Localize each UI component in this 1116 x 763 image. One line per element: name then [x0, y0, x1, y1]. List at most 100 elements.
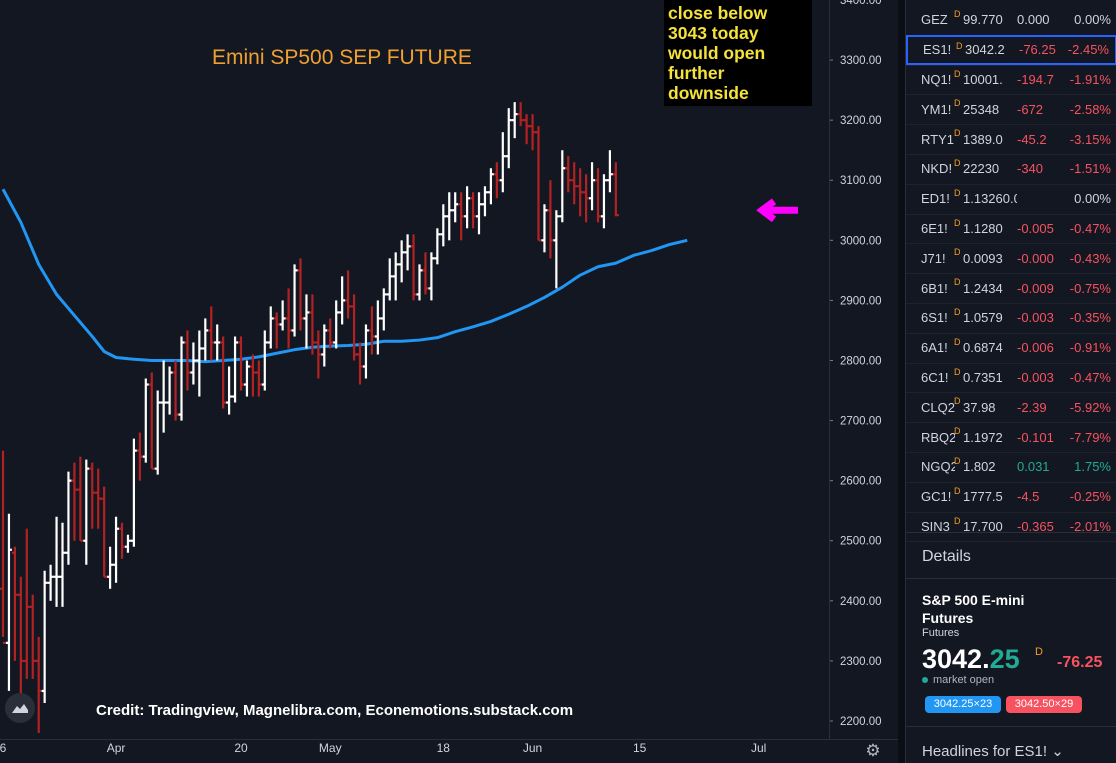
ohlc-bar [386, 258, 393, 301]
watchlist-last: 1.802 [963, 459, 996, 475]
flag-d: D [954, 68, 961, 79]
ask-button[interactable]: 3042.50×29 [1006, 696, 1082, 713]
watchlist-row[interactable]: CLQ2 D 37.98 -2.39 -5.92% [906, 392, 1116, 422]
flag-d: D [954, 485, 961, 496]
ohlc-bar [202, 318, 209, 361]
ohlc-bar [327, 318, 334, 349]
divider [906, 94, 1116, 96]
watchlist-row[interactable]: 6E1! D 1.1280 -0.005 -0.47% [906, 214, 1116, 244]
watchlist-change: -2.39 [1017, 399, 1047, 415]
watchlist-row[interactable]: 6C1! D 0.7351 -0.003 -0.47% [906, 363, 1116, 393]
market-open-dot-icon [922, 677, 928, 684]
chart-area[interactable]: 3300.00 3200.00 3100.00 3000.00 2900.00 2800.… [0, 0, 898, 763]
ohlc-bar [214, 324, 221, 361]
flag-d: D [954, 187, 961, 198]
ohlc-bar [220, 336, 227, 409]
watchlist-last: 1.0579 [963, 310, 1003, 326]
watchlist-row[interactable]: NQ1! D 10001. -194.7 -1.91% [906, 65, 1116, 95]
ohlc-bar [136, 432, 143, 481]
ohlc-bar [83, 459, 90, 565]
y-tick-label: 2900.00 [840, 295, 882, 307]
watchlist-row[interactable]: 6S1! D 1.0579 -0.003 -0.35% [906, 303, 1116, 333]
watchlist-change-pct: -0.25% [1069, 489, 1111, 505]
ohlc-bar [267, 306, 274, 349]
ohlc-bar [261, 330, 268, 391]
y-tick-label: 3000.00 [840, 235, 882, 247]
watchlist-change: -0.003 [1017, 310, 1054, 326]
ohlc-bar [600, 174, 607, 229]
x-tick-label: May [319, 741, 342, 755]
watchlist-row[interactable]: NGQ20D1.802 0.031 1.75% [906, 452, 1116, 482]
watchlist-change-pct: -2.45% [1067, 42, 1109, 58]
ohlc-bar [398, 240, 405, 283]
watchlist-row[interactable]: GC1! D 1777.5 -4.5 -0.25% [906, 482, 1116, 512]
ohlc-bar [374, 300, 381, 355]
x-tick-label: 15 [633, 741, 647, 755]
ohlc-bar [196, 330, 203, 397]
flag-d: D [954, 128, 961, 139]
ohlc-bar [243, 360, 250, 397]
y-tick-label: 3400.00 [840, 0, 882, 7]
ohlc-bar [119, 522, 125, 559]
watchlist-last: 25348 [963, 101, 1000, 117]
x-tick-label: 18 [437, 741, 451, 755]
market-status-label: market open [933, 674, 995, 686]
divider [906, 422, 1116, 424]
ohlc-bar [380, 288, 387, 331]
ohlc-bar [357, 342, 363, 385]
annotation-note: close below 3043 today would open furthe… [664, 0, 812, 106]
ohlc-bar [529, 114, 536, 151]
ohlc-bar [577, 168, 584, 217]
watchlist-change-pct: 0.00% [1074, 191, 1111, 207]
divider [906, 452, 1116, 453]
watchlist-row[interactable]: NKD! D 22230 -340 -1.51% [906, 154, 1116, 184]
y-tick-label: 3200.00 [840, 115, 882, 127]
watchlist-symbol: ES1! [923, 42, 952, 58]
watchlist-symbol: RTY1 [921, 131, 954, 147]
flag-d: D [956, 40, 963, 51]
gear-icon[interactable]: ⚙ [865, 741, 881, 760]
bid-button[interactable]: 3042.25×23 [925, 696, 1001, 713]
divider [906, 243, 1116, 245]
y-tick-label: 2500.00 [840, 536, 882, 548]
ohlc-bar [571, 162, 578, 205]
watchlist-symbol: RBQ2 [921, 429, 955, 445]
details-header[interactable]: Details [922, 548, 971, 565]
watchlist-row[interactable]: GEZ D 99.770 0.000 0.00% [906, 5, 1116, 35]
ohlc-bar [29, 594, 36, 679]
ohlc-bar [279, 300, 286, 331]
watchlist-row[interactable]: YM1! D 25348 -672 -2.58% [906, 94, 1116, 124]
ohlc-bar [190, 342, 197, 385]
ohlc-bar [565, 156, 572, 193]
ohlc-bar [440, 204, 447, 247]
ohlc-bar [101, 486, 108, 578]
watchlist-row[interactable]: SIN3 D 17.700 -0.365 -2.01% [906, 512, 1116, 542]
watchlist-row[interactable]: 6B1! D 1.2434 -0.009 -0.75% [906, 273, 1116, 303]
watchlist-change-pct: -0.47% [1069, 220, 1111, 236]
headlines-header[interactable]: Headlines for ES1! ⌄ [922, 743, 1064, 760]
watchlist-change-pct: -7.79% [1069, 429, 1111, 445]
watchlist-row[interactable]: RBQ2 D 1.1972 -0.101 -7.79% [906, 422, 1116, 452]
flag-d: D [954, 456, 961, 466]
watchlist-row[interactable]: 6A1! D 0.6874 -0.006 -0.91% [906, 333, 1116, 363]
watchlist-row[interactable]: ES1! D 3042.2 -76.25 -2.45% [906, 34, 1116, 65]
ohlc-bar [160, 360, 167, 433]
watchlist-change: -0.365 [1017, 518, 1054, 534]
tradingview-logo-icon[interactable] [5, 693, 35, 723]
ohlc-bar [345, 270, 352, 319]
y-tick-label: 3300.00 [840, 55, 882, 67]
watchlist-row[interactable]: RTY1 D 1389.0 -45.2 -3.15% [906, 124, 1116, 154]
divider [906, 362, 1116, 364]
symbol-full-name: S&P 500 E-mini Futures [922, 592, 1025, 626]
divider [906, 541, 1116, 543]
watchlist-row[interactable]: J71! D 0.0093 -0.000 -0.43% [906, 243, 1116, 273]
watchlist-last: 17.700 [963, 518, 1003, 534]
price-chart[interactable]: 3300.00 3200.00 3100.00 3000.00 2900.00 2800.… [0, 0, 898, 763]
ohlc-bar [392, 252, 399, 301]
ohlc-bar [249, 354, 256, 397]
y-tick-label: 2400.00 [840, 596, 882, 608]
last-price: 3042.25 [922, 644, 1020, 675]
watchlist-symbol: NKD! [921, 161, 953, 177]
divider [906, 578, 1116, 579]
